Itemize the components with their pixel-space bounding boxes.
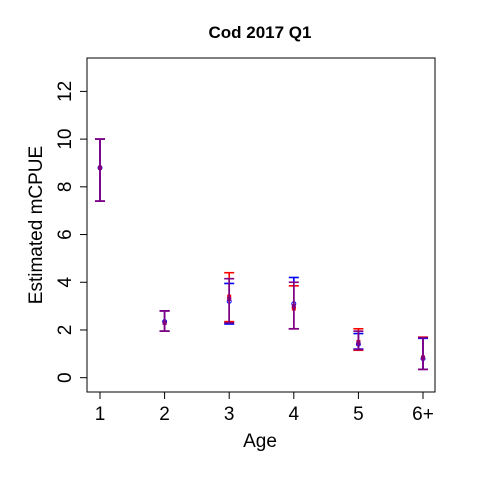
data-point <box>162 320 167 325</box>
series-1 <box>95 138 428 371</box>
y-tick-label: 6 <box>55 229 76 240</box>
data-point <box>356 341 361 346</box>
x-tick-label: 4 <box>289 404 300 425</box>
y-tick-label: 2 <box>55 325 76 336</box>
data-point <box>421 356 425 361</box>
y-axis: 0 2 4 6 8 10 12 <box>55 81 88 383</box>
x-tick-label: 2 <box>159 404 170 425</box>
series-3 <box>95 138 428 371</box>
y-axis-label: Estimated mCPUE <box>26 146 47 304</box>
y-tick-label: 0 <box>55 372 76 383</box>
y-tick-label: 10 <box>55 129 76 150</box>
data-point <box>291 304 296 309</box>
y-tick-label: 4 <box>55 277 76 288</box>
x-tick-label: 3 <box>224 404 235 425</box>
data-point <box>98 165 102 170</box>
x-tick-label: 6+ <box>412 404 434 425</box>
x-axis-label: Age <box>243 431 277 452</box>
y-tick-label: 12 <box>55 81 76 102</box>
plot-frame <box>86 57 436 393</box>
data-point <box>227 296 232 301</box>
x-tick-label: 1 <box>95 404 106 425</box>
series-layer <box>95 138 428 371</box>
y-tick-label: 8 <box>55 182 76 193</box>
x-tick-label: 5 <box>353 404 364 425</box>
chart-title: Cod 2017 Q1 <box>209 23 312 42</box>
x-axis: 1 2 3 4 5 6+ <box>95 391 434 425</box>
series-2 <box>95 138 428 371</box>
